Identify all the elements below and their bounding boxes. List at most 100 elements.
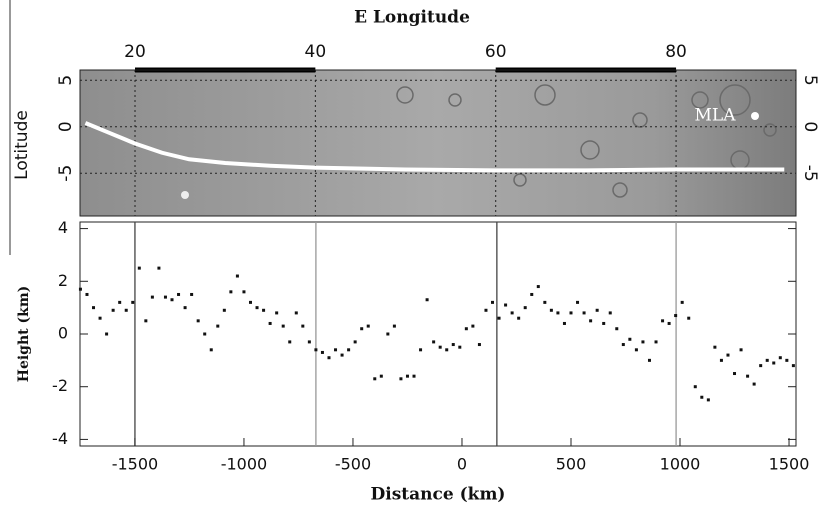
data-point	[105, 332, 109, 336]
data-point	[294, 311, 298, 315]
x-axis-title: Distance (km)	[371, 485, 506, 505]
data-point	[144, 319, 148, 323]
data-point	[719, 358, 723, 362]
data-point	[379, 374, 383, 378]
data-point	[78, 287, 82, 291]
data-point	[399, 377, 403, 381]
data-point	[739, 348, 743, 352]
data-point	[425, 298, 429, 302]
x-tick-label: 500	[556, 455, 587, 474]
data-point	[111, 308, 115, 312]
data-point	[530, 292, 534, 296]
data-point	[307, 340, 311, 344]
mla-dot	[751, 112, 759, 120]
data-point	[118, 300, 122, 304]
data-point	[477, 343, 481, 347]
x-tick-label: 60	[485, 42, 507, 62]
data-point	[255, 306, 259, 310]
data-point	[334, 348, 338, 352]
data-point	[373, 377, 377, 381]
data-point	[752, 382, 756, 386]
data-point	[301, 324, 305, 328]
data-point	[556, 311, 560, 315]
data-point	[386, 332, 390, 336]
data-point	[536, 285, 540, 289]
y-tick-label: -5	[56, 165, 76, 182]
annotation: MLA	[695, 106, 737, 126]
data-point	[608, 311, 612, 315]
x-tick-label: 0	[457, 455, 467, 474]
data-point	[98, 316, 102, 320]
data-point	[595, 308, 599, 312]
data-point	[203, 332, 207, 336]
data-point	[432, 340, 436, 344]
y-tick-label: 0	[800, 121, 820, 132]
y-tick-label: -2	[52, 376, 68, 395]
data-point	[438, 345, 442, 349]
data-point	[510, 311, 514, 315]
data-point	[687, 316, 691, 320]
y-tick-label: 5	[800, 75, 820, 86]
data-point	[150, 295, 154, 299]
x-tick-label: -1000	[221, 455, 268, 474]
data-point	[667, 321, 671, 325]
y-tick-label: 2	[58, 271, 68, 290]
y-tick-label: 4	[58, 218, 68, 237]
data-point	[647, 358, 651, 362]
data-point	[654, 340, 658, 344]
data-point	[602, 321, 606, 325]
y-tick-label: 5	[56, 75, 76, 86]
data-point	[674, 314, 678, 318]
data-point	[700, 395, 704, 399]
x-tick-label: 20	[124, 42, 146, 62]
x-axis-title: E Longitude	[354, 8, 470, 28]
data-point	[92, 306, 96, 310]
data-point	[543, 300, 547, 304]
data-point	[451, 343, 455, 347]
data-point	[131, 300, 135, 304]
data-point	[196, 319, 200, 323]
data-point	[589, 319, 593, 323]
data-point	[419, 348, 423, 352]
data-point	[163, 295, 167, 299]
data-point	[275, 311, 279, 315]
data-point	[680, 300, 684, 304]
data-point	[248, 300, 252, 304]
data-point	[733, 372, 737, 376]
plot-frame	[79, 221, 797, 447]
data-point	[137, 266, 141, 270]
data-point	[765, 358, 769, 362]
data-point	[458, 345, 462, 349]
data-point	[641, 340, 645, 344]
data-point	[360, 327, 364, 331]
data-point	[523, 306, 527, 310]
data-point	[569, 311, 573, 315]
y-axis-title: Height (km)	[16, 286, 32, 383]
data-point	[471, 324, 475, 328]
data-point	[491, 300, 495, 304]
data-point	[157, 266, 161, 270]
data-point	[772, 361, 776, 365]
bright-spot	[181, 191, 189, 199]
data-point	[615, 327, 619, 331]
data-point	[242, 290, 246, 294]
data-point	[785, 358, 789, 362]
data-point	[320, 350, 324, 354]
data-point	[726, 353, 730, 357]
data-point	[314, 348, 318, 352]
y-axis-title: Lotitude	[12, 110, 32, 180]
track-line	[84, 121, 785, 173]
data-point	[288, 340, 292, 344]
data-point	[778, 356, 782, 360]
data-point	[746, 374, 750, 378]
data-point	[412, 374, 416, 378]
data-point	[281, 324, 285, 328]
data-point	[445, 348, 449, 352]
y-tick-label: -5	[800, 165, 820, 182]
map-image	[80, 70, 796, 216]
data-point	[124, 308, 128, 312]
data-point	[661, 319, 665, 323]
data-point	[229, 290, 233, 294]
data-point	[209, 348, 213, 352]
